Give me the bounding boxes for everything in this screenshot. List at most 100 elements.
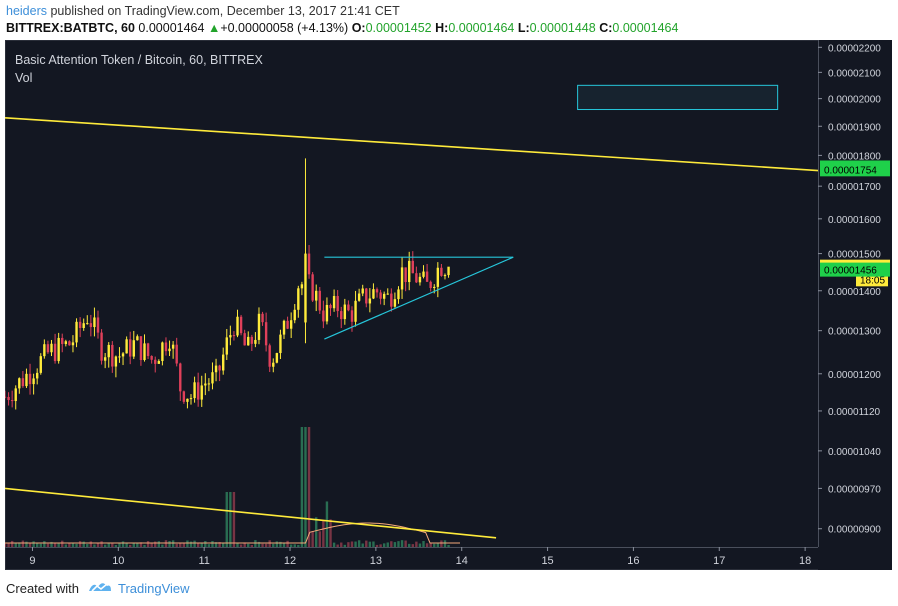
- price-tick-label: 0.00001300: [828, 327, 881, 338]
- candle-body: [415, 273, 418, 283]
- volume-bar: [164, 540, 168, 547]
- volume-bar: [243, 542, 246, 547]
- volume-bar: [239, 544, 243, 547]
- candle-body: [68, 341, 71, 346]
- candle-body: [250, 336, 254, 344]
- volume-bar: [289, 544, 293, 547]
- volume-bar: [347, 542, 350, 547]
- volume-bar: [118, 542, 121, 547]
- volume-bar: [379, 544, 382, 547]
- candle-body: [311, 274, 314, 301]
- time-tick-label: 13: [370, 555, 382, 567]
- volume-bar: [86, 543, 89, 547]
- price-badge-label: 0.00001754: [824, 165, 877, 176]
- candle-body: [107, 344, 110, 358]
- candle-body: [289, 320, 293, 329]
- tradingview-brand-link[interactable]: TradingView: [118, 581, 190, 596]
- volume-bar: [189, 541, 193, 547]
- candle-body: [332, 296, 336, 309]
- volume-bar: [286, 540, 289, 547]
- candle-body: [61, 337, 64, 344]
- chart-frame[interactable]: [5, 40, 892, 570]
- volume-bar: [196, 542, 200, 547]
- candle-body: [10, 400, 14, 402]
- volume-bar: [433, 543, 436, 547]
- candle-body: [204, 383, 207, 386]
- volume-bar: [114, 544, 118, 547]
- price-tick-label: 0.00002100: [828, 68, 881, 79]
- candle-body: [300, 284, 304, 289]
- volume-bar: [372, 541, 375, 547]
- price-badge-label: 0.00001456: [824, 266, 877, 277]
- candle-body: [440, 267, 443, 276]
- volume-bar: [136, 542, 139, 547]
- volume-bar: [139, 542, 143, 547]
- volume-bar: [357, 540, 361, 547]
- candle-body: [361, 288, 364, 294]
- candle-body: [243, 333, 246, 346]
- price-chart[interactable]: 0.00002200 0.00002100 0.00002000 0.00001900…: [5, 40, 892, 570]
- volume-bar: [332, 542, 336, 547]
- volume-bar: [157, 541, 161, 547]
- candle-body: [347, 304, 350, 311]
- triangle-bottom-line: [324, 256, 514, 340]
- publish-line: heiders published on TradingView.com, De…: [6, 4, 400, 18]
- candle-body: [136, 336, 139, 341]
- price-tick-label: 0.00001800: [828, 151, 881, 162]
- time-tick-label: 15: [541, 555, 553, 567]
- candles-layer: [5, 158, 450, 410]
- volume-bar: [268, 540, 271, 547]
- candle-body: [193, 382, 196, 399]
- candle-body: [25, 373, 28, 387]
- candle-body: [411, 260, 414, 274]
- candle-body: [247, 336, 250, 346]
- volume-bar: [429, 543, 432, 547]
- volume-bar: [50, 541, 53, 547]
- price-tick-label: 0.00000970: [828, 484, 881, 495]
- candle-body: [336, 296, 339, 312]
- volume-bar: [96, 542, 100, 547]
- candle-body: [100, 332, 103, 361]
- candle-body: [200, 385, 203, 400]
- price-axis: 0.00002200 0.00002100 0.00002000 0.00001900…: [818, 40, 892, 570]
- volume-bar: [247, 543, 250, 547]
- candle-body: [214, 365, 218, 373]
- volume-bar: [400, 540, 404, 547]
- candle-body: [382, 293, 386, 299]
- volume-bar: [132, 542, 135, 547]
- candle-body: [46, 344, 50, 353]
- tradingview-logo-icon[interactable]: [87, 578, 113, 596]
- open-value: 0.00001452: [365, 21, 432, 35]
- price-tick-label: 0.00001040: [828, 447, 881, 458]
- volume-bar: [128, 544, 132, 547]
- time-tick-label: 16: [627, 555, 639, 567]
- volume-bar: [168, 541, 171, 547]
- close-label: C:: [599, 21, 613, 35]
- author-link[interactable]: heiders: [6, 4, 47, 18]
- volume-bar: [343, 544, 347, 547]
- volume-bar: [18, 542, 21, 547]
- price-tick-label: 0.00001120: [828, 407, 881, 418]
- candle-body: [111, 344, 114, 367]
- volume-bar: [404, 540, 407, 547]
- volume-bar: [207, 544, 211, 547]
- volume-bar: [418, 543, 422, 547]
- candle-body: [82, 323, 85, 328]
- volume-bar: [315, 517, 318, 547]
- price-tick-label: 0.00000900: [828, 525, 881, 536]
- volume-bar: [146, 541, 150, 547]
- candle-body: [418, 276, 422, 283]
- created-with-text: Created with: [6, 581, 79, 596]
- target-rectangle: [577, 84, 779, 111]
- open-label: O:: [351, 21, 366, 35]
- candle-body: [264, 322, 268, 346]
- time-tick-label: 12: [284, 555, 296, 567]
- volume-bar: [150, 542, 153, 547]
- volume-bar: [14, 542, 17, 547]
- volume-bar: [214, 542, 218, 547]
- candle-body: [315, 290, 318, 301]
- volume-bar: [386, 542, 389, 547]
- symbol[interactable]: BITTREX:BATBTC, 60: [6, 21, 135, 35]
- candle-body: [179, 363, 182, 392]
- volume-bar: [78, 541, 82, 547]
